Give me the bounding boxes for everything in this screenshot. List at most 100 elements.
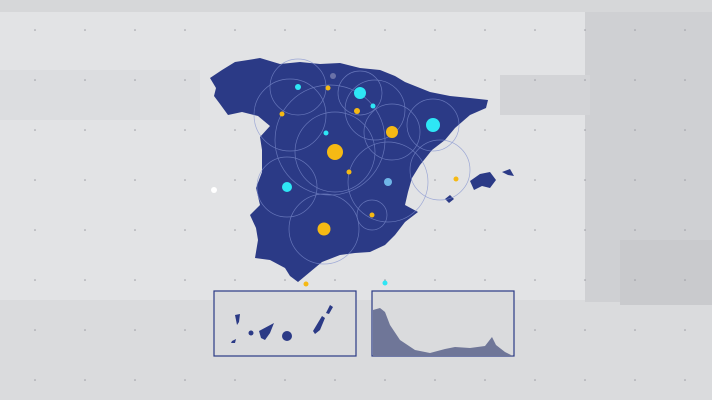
grid-dot (134, 329, 136, 331)
grid-dot (684, 79, 686, 81)
grid-dot (534, 29, 536, 31)
grid-dot (84, 179, 86, 181)
grid-dot (184, 79, 186, 81)
grid-dot (534, 329, 536, 331)
grid-dot (634, 179, 636, 181)
grid-dot (84, 329, 86, 331)
location-marker-cyan-icon (295, 84, 301, 90)
grid-dot (634, 79, 636, 81)
grid-dot (484, 379, 486, 381)
grid-dot (234, 379, 236, 381)
grid-dot (434, 179, 436, 181)
grid-dot (284, 29, 286, 31)
grid-dot (584, 379, 586, 381)
location-marker-cyan-icon (323, 130, 329, 136)
grid-dot (134, 129, 136, 131)
grid-dot (234, 229, 236, 231)
grid-dot (134, 179, 136, 181)
location-marker-gray-icon (330, 73, 336, 79)
grid-dot (34, 379, 36, 381)
grid-dot (634, 279, 636, 281)
grid-dot (634, 329, 636, 331)
grid-dot (434, 229, 436, 231)
grid-dot (484, 29, 486, 31)
coastal-profile-inset (371, 290, 515, 357)
grid-dot (484, 279, 486, 281)
grid-dot (34, 229, 36, 231)
grid-dot (634, 229, 636, 231)
location-marker-yellow-icon (327, 144, 343, 160)
grid-dot (684, 229, 686, 231)
grid-dot (184, 29, 186, 31)
location-marker-yellow-icon (317, 222, 331, 236)
grid-dot (534, 79, 536, 81)
grid-dot (534, 179, 536, 181)
grid-dot (184, 179, 186, 181)
grid-dot (334, 379, 336, 381)
grid-dot (234, 279, 236, 281)
location-marker-yellow-icon (453, 176, 459, 182)
grid-dot (34, 29, 36, 31)
grid-dot (534, 129, 536, 131)
menorca (502, 169, 514, 176)
grid-dot (434, 279, 436, 281)
grid-dot (434, 79, 436, 81)
ibiza (445, 195, 454, 203)
grid-dot (34, 279, 36, 281)
grid-dot (84, 129, 86, 131)
grid-dot (584, 129, 586, 131)
grid-dot (534, 229, 536, 231)
grid-dot (184, 279, 186, 281)
grid-dot (634, 29, 636, 31)
grid-dot (134, 79, 136, 81)
grid-dot (284, 379, 286, 381)
grid-dot (234, 29, 236, 31)
grid-dot (184, 229, 186, 231)
grid-dot (284, 279, 286, 281)
grid-dot (684, 129, 686, 131)
grid-dot (634, 129, 636, 131)
grid-dot (584, 279, 586, 281)
location-marker-yellow-icon (369, 212, 375, 218)
grid-dot (234, 129, 236, 131)
grid-dot (484, 129, 486, 131)
grid-dot (484, 229, 486, 231)
grid-dot (584, 179, 586, 181)
grid-dot (684, 179, 686, 181)
grid-dot (384, 279, 386, 281)
grid-dot (184, 329, 186, 331)
grid-dot (584, 229, 586, 231)
location-marker-lightblue-icon (384, 178, 392, 186)
grid-dot (184, 379, 186, 381)
location-marker-yellow-icon (354, 108, 360, 114)
grid-dot (484, 79, 486, 81)
grid-dot (434, 379, 436, 381)
grid-dot (584, 29, 586, 31)
location-marker-yellow-icon (325, 85, 331, 91)
grid-dot (684, 329, 686, 331)
grid-dot (684, 29, 686, 31)
grid-dot (184, 129, 186, 131)
grid-dot (34, 329, 36, 331)
grid-dot (334, 279, 336, 281)
grid-dot (84, 79, 86, 81)
grid-dot (684, 379, 686, 381)
location-markers (211, 73, 472, 299)
location-marker-yellow-icon (346, 169, 352, 175)
grid-dot (384, 29, 386, 31)
location-marker-cyan-icon (382, 280, 388, 286)
grid-dot (84, 379, 86, 381)
grid-dot (334, 29, 336, 31)
grid-dot (234, 179, 236, 181)
grid-dot (134, 29, 136, 31)
location-marker-yellow-icon (303, 281, 309, 287)
white-dot (211, 187, 217, 193)
grid-dot (84, 279, 86, 281)
grid-dot (584, 79, 586, 81)
grid-dot (84, 229, 86, 231)
grid-dot (84, 29, 86, 31)
grid-dot (634, 379, 636, 381)
grid-dot (384, 379, 386, 381)
grid-dot (134, 229, 136, 231)
